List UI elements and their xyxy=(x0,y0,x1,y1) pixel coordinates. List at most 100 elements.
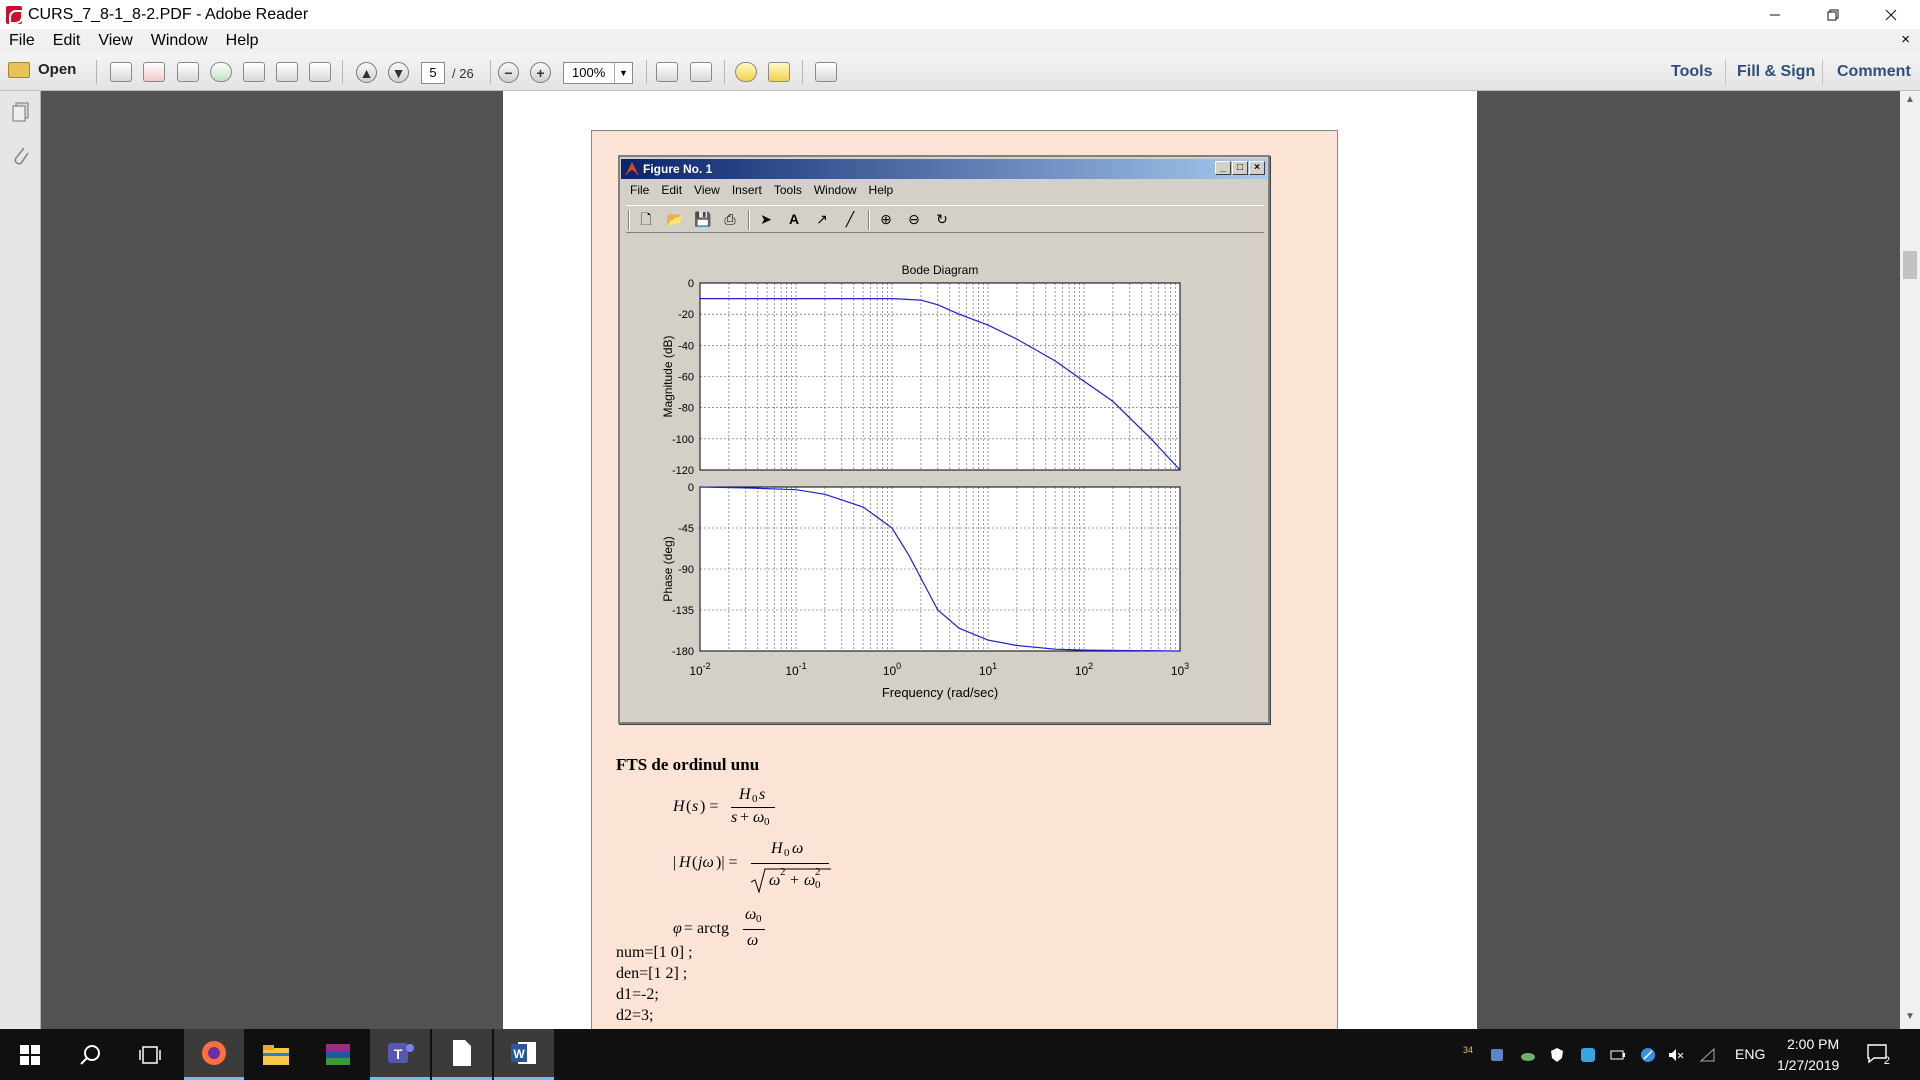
start-button[interactable] xyxy=(0,1029,60,1080)
toolbar-divider xyxy=(646,60,647,84)
menu-view[interactable]: View xyxy=(98,32,133,49)
app-tray-icon[interactable] xyxy=(1580,1047,1596,1063)
wifi-icon[interactable] xyxy=(1700,1047,1716,1063)
save-icon[interactable] xyxy=(243,62,265,82)
y-tick-label: -40 xyxy=(678,340,694,352)
document-viewport[interactable]: Figure No. 1 _ □ × File Edit View Insert… xyxy=(41,91,1900,1035)
close-icon xyxy=(1885,9,1897,20)
y-tick-label: 0 xyxy=(688,278,694,290)
task-view-icon xyxy=(139,1045,161,1064)
fit-width-icon[interactable] xyxy=(656,62,678,82)
notifications-button[interactable]: 2 xyxy=(1866,1043,1890,1067)
search-icon xyxy=(80,1044,100,1065)
volume-muted-icon[interactable] xyxy=(1668,1047,1684,1063)
teams-tray-icon[interactable] xyxy=(1490,1047,1506,1063)
shield-icon[interactable] xyxy=(1549,1047,1565,1063)
edit-pdf-icon[interactable] xyxy=(177,62,199,82)
figure-menu-file: File xyxy=(630,183,650,197)
taskbar-firefox[interactable] xyxy=(184,1029,244,1080)
clock-date[interactable]: 1/27/2019 xyxy=(1777,1057,1840,1073)
figure-title-bar: Figure No. 1 _ □ × xyxy=(621,159,1267,179)
menu-edit[interactable]: Edit xyxy=(52,32,81,49)
taskbar-word[interactable]: W xyxy=(494,1029,554,1080)
paperclip-icon[interactable] xyxy=(11,145,31,167)
highlight-icon[interactable] xyxy=(768,62,790,82)
figure-maximize-icon: □ xyxy=(1232,161,1248,175)
insert-arrow-icon: ↗ xyxy=(816,211,828,227)
section-heading: FTS de ordinul unu xyxy=(616,755,760,774)
select-arrow-icon: ➤ xyxy=(760,211,772,227)
code-line: d2=3; xyxy=(616,1007,654,1024)
minimize-button[interactable] xyxy=(1746,0,1804,29)
email-icon[interactable] xyxy=(309,62,331,82)
restore-button[interactable] xyxy=(1804,0,1862,29)
zoom-out-button[interactable]: − xyxy=(498,62,519,83)
tools-button[interactable]: Tools xyxy=(1671,63,1713,80)
page-thumbnails-icon[interactable] xyxy=(11,101,31,123)
figure-minimize-icon: _ xyxy=(1215,161,1231,175)
figure-menu-help: Help xyxy=(868,183,894,197)
insert-line-icon: ╱ xyxy=(845,211,855,227)
pdf-page: Figure No. 1 _ □ × File Edit View Insert… xyxy=(503,91,1477,1035)
svg-text:T: T xyxy=(394,1046,403,1062)
figure-toolbar-divider xyxy=(868,210,870,230)
fill-sign-button[interactable]: Fill & Sign xyxy=(1737,63,1816,80)
series-line xyxy=(699,486,1181,652)
firefox-icon xyxy=(202,1041,226,1065)
taskbar-winrar[interactable] xyxy=(308,1029,368,1080)
vertical-scrollbar[interactable]: ▲ ▼ xyxy=(1900,91,1920,1029)
toolbar-divider xyxy=(724,60,725,84)
figure-title: Figure No. 1 xyxy=(643,162,713,176)
axes-box xyxy=(699,282,1181,471)
taskbar-file-explorer[interactable] xyxy=(246,1029,306,1080)
print-icon[interactable] xyxy=(276,62,298,82)
y-tick-label: -120 xyxy=(672,465,694,477)
page-number-input[interactable]: 5 xyxy=(421,62,445,84)
code-line: den=[1 2] ; xyxy=(616,965,688,982)
create-pdf-icon[interactable] xyxy=(110,62,132,82)
menu-window[interactable]: Window xyxy=(150,32,208,49)
x-tick-label: 101 xyxy=(979,661,997,678)
taskbar-adobe-reader[interactable] xyxy=(432,1029,492,1080)
sticky-note-icon[interactable] xyxy=(735,62,757,82)
taskbar: T W 34 ENG 2:00 PM 1/27/2019 2 xyxy=(0,1029,1920,1080)
language-indicator[interactable]: ENG xyxy=(1735,1046,1766,1062)
previous-page-button[interactable]: ▲ xyxy=(356,62,377,83)
scroll-up-icon[interactable]: ▲ xyxy=(1905,94,1915,105)
fit-page-icon[interactable] xyxy=(690,62,712,82)
x-axis-label: Frequency (rad/sec) xyxy=(882,685,998,700)
safari-tray-icon[interactable] xyxy=(1640,1047,1656,1063)
menu-file[interactable]: File xyxy=(9,32,35,49)
document-close-button[interactable]: × xyxy=(1901,31,1910,48)
search-button[interactable] xyxy=(60,1029,120,1080)
menu-help[interactable]: Help xyxy=(225,32,259,49)
upload-cloud-icon[interactable] xyxy=(210,62,232,82)
clock-time[interactable]: 2:00 PM xyxy=(1787,1036,1840,1052)
folder-icon xyxy=(263,1044,289,1065)
restore-icon xyxy=(1827,9,1839,20)
comment-button[interactable]: Comment xyxy=(1837,63,1911,80)
notification-icon xyxy=(1867,1044,1887,1064)
main-toolbar: Open ▲ ▼ 5 / 26 − + 100% ▼ Tools Fill & … xyxy=(0,53,1920,91)
print-figure-icon: ⎙ xyxy=(724,211,736,227)
export-pdf-icon[interactable] xyxy=(143,62,165,82)
page-total: / 26 xyxy=(452,66,474,81)
close-button[interactable] xyxy=(1862,0,1920,29)
next-page-button[interactable]: ▼ xyxy=(388,62,409,83)
zoom-select[interactable]: 100% ▼ xyxy=(563,62,633,84)
cloud-icon[interactable] xyxy=(1520,1047,1536,1063)
open-button[interactable]: Open xyxy=(8,61,76,78)
scroll-thumb[interactable] xyxy=(1903,251,1917,279)
toolbar-divider xyxy=(490,60,491,84)
task-view-button[interactable] xyxy=(120,1029,180,1080)
toolbar-divider xyxy=(802,60,803,84)
toolbar-divider xyxy=(342,60,343,84)
adobe-reader-icon xyxy=(6,5,23,24)
full-screen-icon[interactable] xyxy=(815,62,837,82)
scroll-down-icon[interactable]: ▼ xyxy=(1905,1011,1915,1022)
battery-icon[interactable] xyxy=(1610,1047,1626,1063)
zoom-in-button[interactable]: + xyxy=(530,62,551,83)
window-controls xyxy=(1746,0,1920,29)
taskbar-teams[interactable]: T xyxy=(370,1029,430,1080)
